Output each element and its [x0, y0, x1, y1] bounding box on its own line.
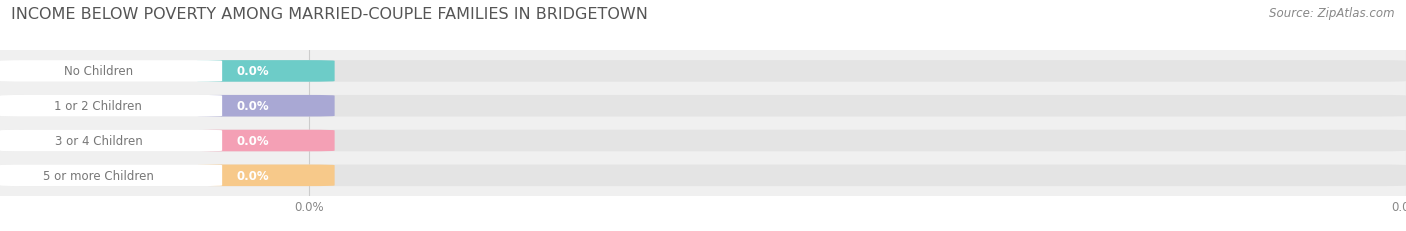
Text: 0.0%: 0.0% — [236, 65, 270, 78]
FancyBboxPatch shape — [0, 61, 1406, 82]
Text: 1 or 2 Children: 1 or 2 Children — [55, 100, 142, 113]
FancyBboxPatch shape — [0, 130, 1406, 152]
FancyBboxPatch shape — [197, 61, 335, 82]
Text: INCOME BELOW POVERTY AMONG MARRIED-COUPLE FAMILIES IN BRIDGETOWN: INCOME BELOW POVERTY AMONG MARRIED-COUPL… — [11, 7, 648, 22]
Text: 5 or more Children: 5 or more Children — [44, 169, 153, 182]
Text: Source: ZipAtlas.com: Source: ZipAtlas.com — [1270, 7, 1395, 20]
FancyBboxPatch shape — [0, 130, 222, 152]
Text: 3 or 4 Children: 3 or 4 Children — [55, 134, 142, 147]
Text: 0.0%: 0.0% — [236, 134, 270, 147]
FancyBboxPatch shape — [0, 165, 1406, 186]
FancyBboxPatch shape — [197, 165, 335, 186]
FancyBboxPatch shape — [0, 96, 222, 117]
Text: 0.0%: 0.0% — [236, 169, 270, 182]
FancyBboxPatch shape — [0, 165, 222, 186]
FancyBboxPatch shape — [197, 96, 335, 117]
Text: No Children: No Children — [63, 65, 134, 78]
FancyBboxPatch shape — [0, 61, 222, 82]
Text: 0.0%: 0.0% — [236, 100, 270, 113]
FancyBboxPatch shape — [0, 96, 1406, 117]
FancyBboxPatch shape — [197, 130, 335, 152]
